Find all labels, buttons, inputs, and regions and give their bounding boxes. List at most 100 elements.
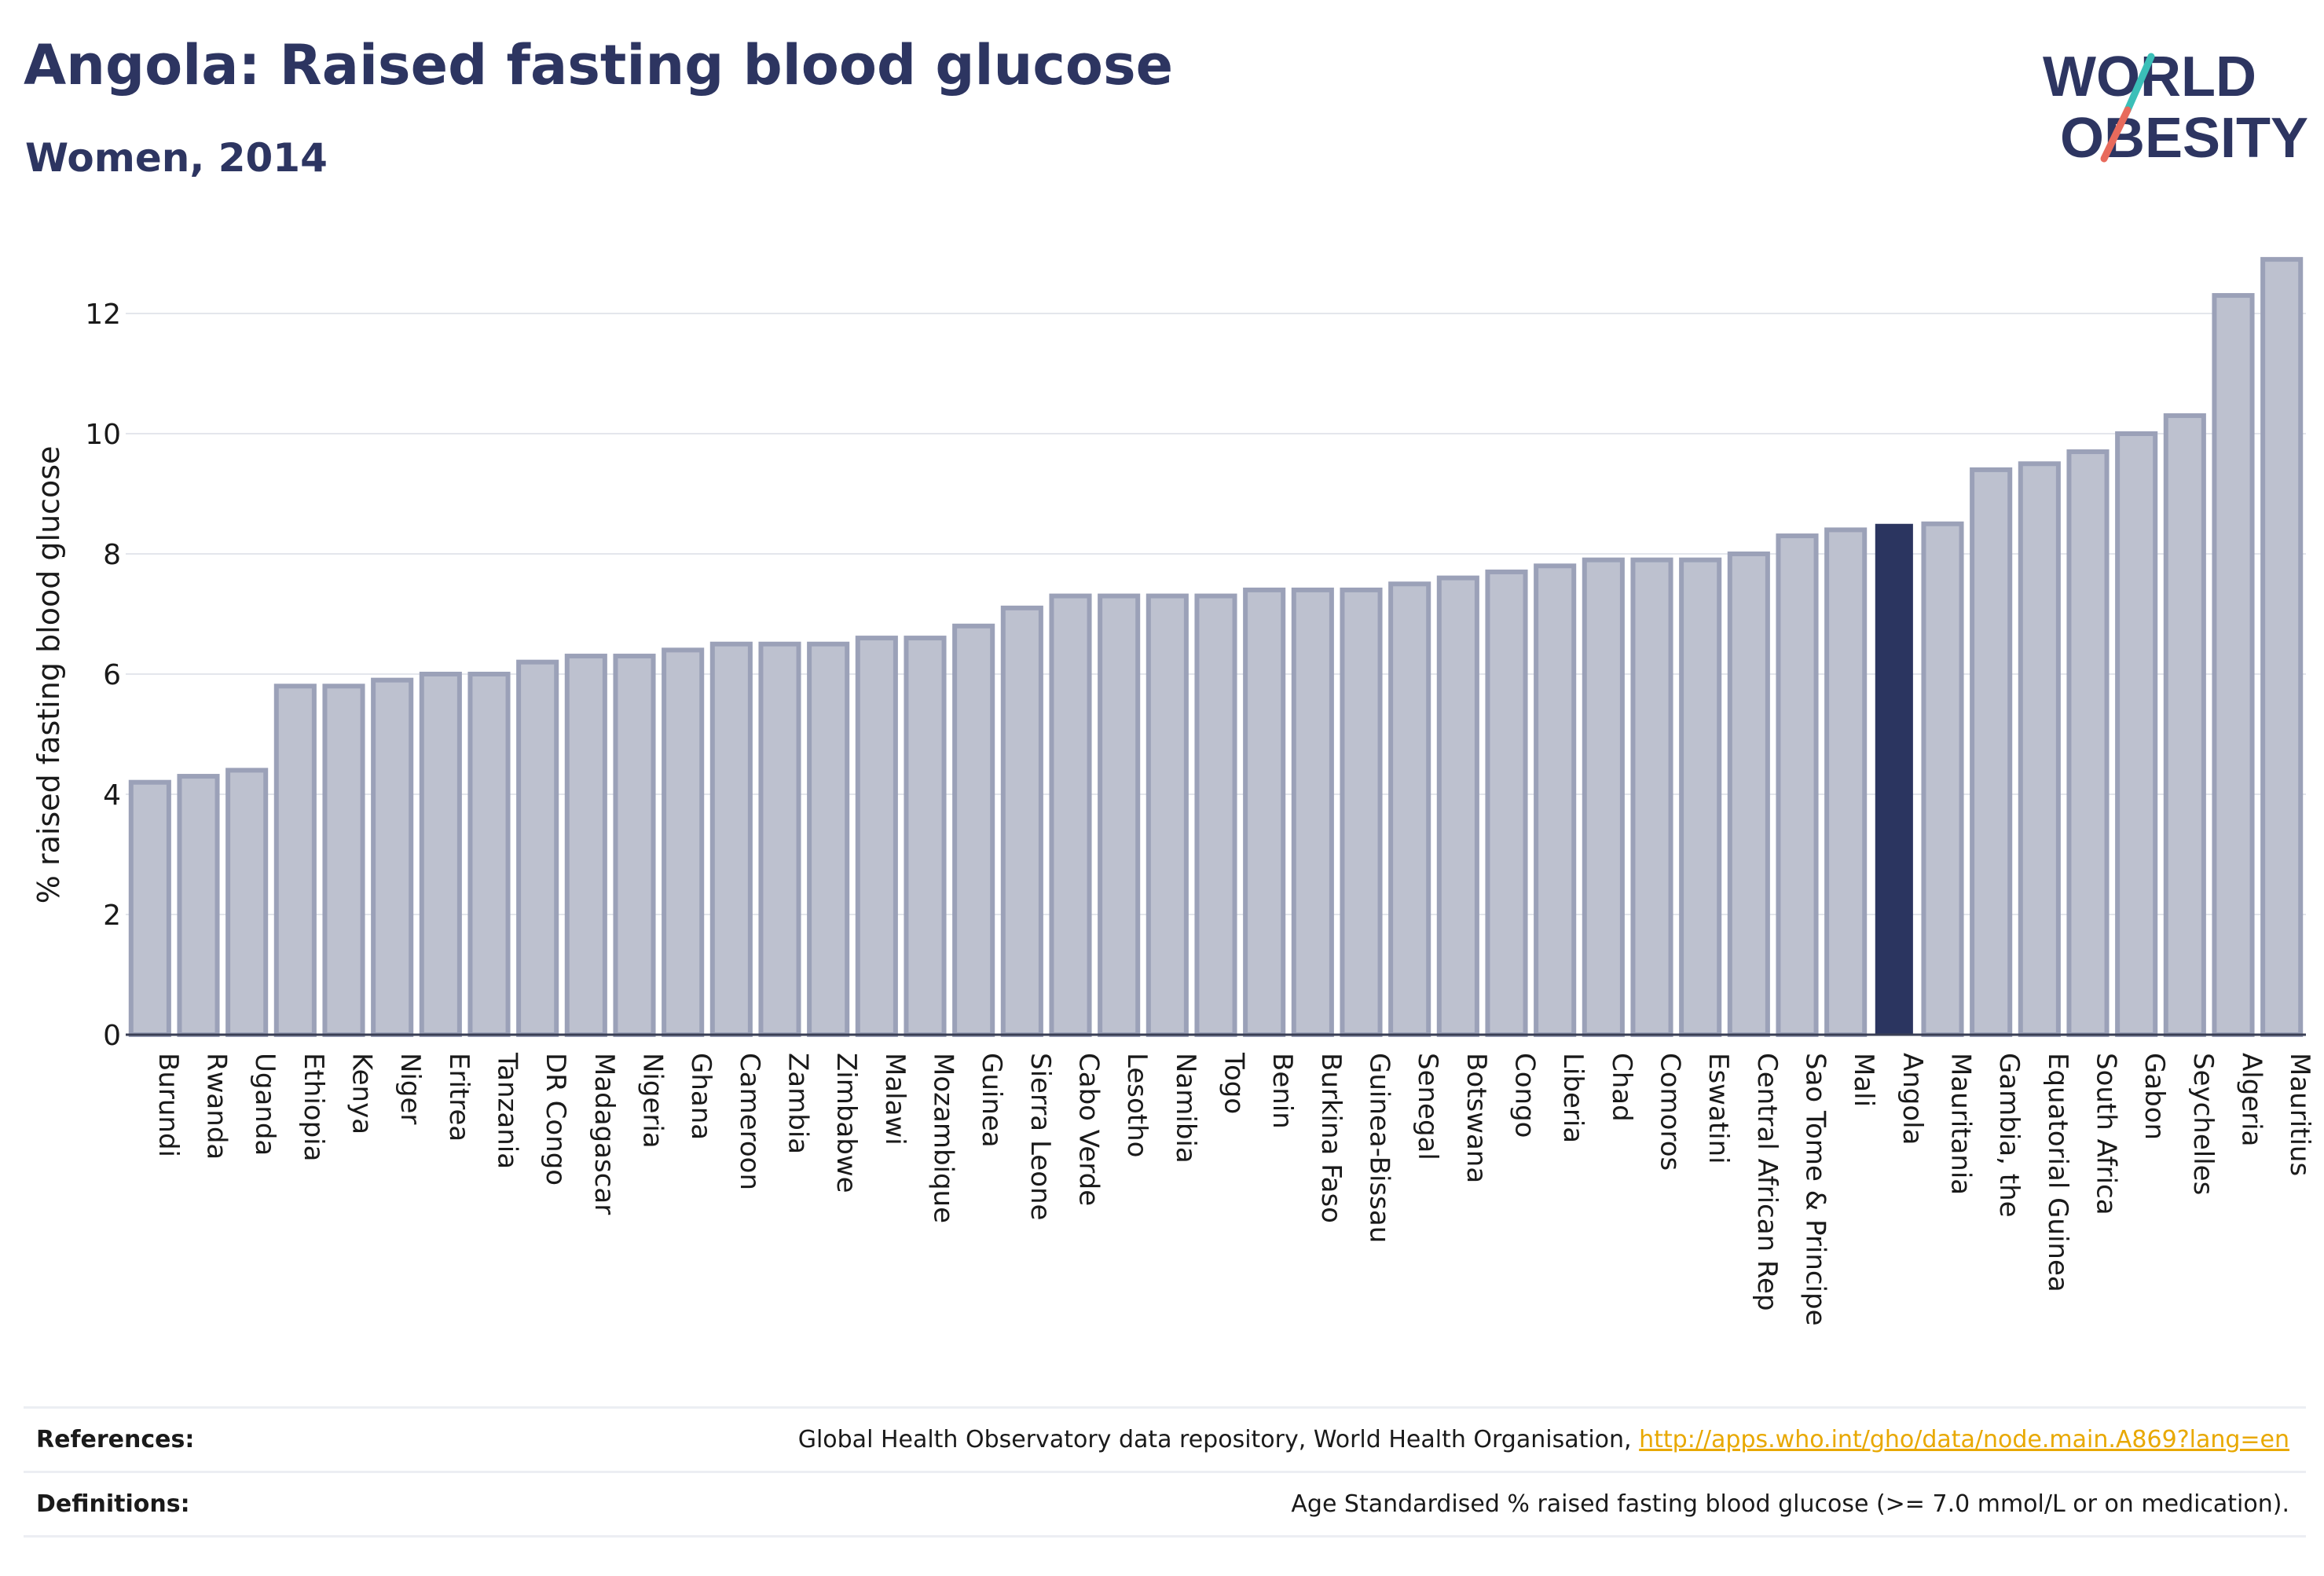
x-tick-label: Burkina Faso bbox=[1315, 1053, 1347, 1223]
bar-senegal bbox=[1388, 581, 1431, 1037]
bar-botswana bbox=[1436, 575, 1479, 1037]
x-tick-label: Guinea bbox=[976, 1053, 1007, 1148]
footer-divider-mid bbox=[24, 1471, 2306, 1473]
bar-kenya bbox=[322, 684, 365, 1037]
y-tick-label: 2 bbox=[103, 900, 121, 932]
x-tick-label: Mauritania bbox=[1945, 1053, 1977, 1195]
x-tick-label: Senegal bbox=[1412, 1053, 1443, 1160]
x-tick-label: Namibia bbox=[1170, 1053, 1201, 1164]
x-tick-label: Eritrea bbox=[443, 1053, 475, 1142]
x-tick-label: Lesotho bbox=[1121, 1053, 1153, 1157]
y-tick-label: 6 bbox=[103, 659, 121, 691]
x-tick-label: Gambia, the bbox=[1993, 1053, 2025, 1218]
bar-sao-tome-principe bbox=[1776, 533, 1819, 1037]
x-tick-label: Benin bbox=[1266, 1053, 1298, 1129]
bar-angola bbox=[1875, 523, 1913, 1035]
x-tick-label: Eswatini bbox=[1703, 1053, 1734, 1164]
x-tick-label: Niger bbox=[394, 1053, 426, 1124]
bar-nigeria bbox=[613, 654, 656, 1037]
bar-benin bbox=[1243, 587, 1286, 1037]
bar-dr-congo bbox=[516, 659, 559, 1037]
bar-zimbabwe bbox=[807, 641, 850, 1037]
x-tick-label: Sao Tome & Principe bbox=[1800, 1053, 1831, 1326]
x-tick-label: Tanzania bbox=[492, 1052, 523, 1169]
bars bbox=[128, 257, 2304, 1038]
y-axis-label: % raised fasting blood glucose bbox=[31, 446, 66, 904]
footer-divider-top bbox=[24, 1406, 2306, 1409]
bar-madagascar bbox=[564, 654, 607, 1037]
bar-eswatini bbox=[1679, 557, 1722, 1037]
bar-chad bbox=[1582, 557, 1625, 1037]
bar-gambia-the bbox=[1970, 467, 2013, 1037]
bar-uganda bbox=[225, 768, 269, 1038]
footer-divider-bottom bbox=[24, 1535, 2306, 1538]
x-tick-label: Algeria bbox=[2236, 1053, 2267, 1146]
x-tick-label: Mali bbox=[1848, 1053, 1879, 1107]
x-tick-label: Zimbabwe bbox=[830, 1053, 862, 1193]
bar-algeria bbox=[2212, 293, 2255, 1037]
y-tick-label: 0 bbox=[103, 1020, 121, 1052]
bar-burkina-faso bbox=[1291, 587, 1334, 1037]
page-title: Angola: Raised fasting blood glucose bbox=[24, 33, 1174, 97]
x-tick-label: Congo bbox=[1509, 1053, 1541, 1138]
x-tick-label: Chad bbox=[1606, 1053, 1637, 1122]
y-axis-ticks: 0 2 4 6 8 10 12 bbox=[85, 299, 121, 1052]
bar-gabon bbox=[2115, 431, 2158, 1037]
x-tick-label: Botswana bbox=[1461, 1053, 1492, 1183]
logo-slash-red bbox=[2100, 106, 2132, 163]
bar-south-africa bbox=[2066, 449, 2110, 1037]
bar-chart: 0 2 4 6 8 10 12 Burundi Rwanda Uganda Ethiopia Ken… bbox=[31, 257, 2315, 1326]
bar-niger bbox=[371, 677, 414, 1038]
bar-mauritius bbox=[2260, 257, 2304, 1037]
x-tick-label: Seychelles bbox=[2187, 1053, 2219, 1195]
x-tick-label: Ethiopia bbox=[298, 1053, 329, 1161]
x-tick-label: Liberia bbox=[1557, 1053, 1589, 1143]
bar-mozambique bbox=[904, 636, 947, 1037]
bar-seychelles bbox=[2163, 413, 2206, 1037]
bar-ethiopia bbox=[273, 684, 317, 1037]
bar-togo bbox=[1194, 593, 1237, 1037]
x-tick-label: Mauritius bbox=[2284, 1053, 2315, 1176]
bar-sierra-leone bbox=[1000, 605, 1043, 1037]
bar-burundi bbox=[128, 779, 171, 1037]
x-tick-label: Madagascar bbox=[588, 1053, 620, 1215]
x-tick-label: Togo bbox=[1219, 1052, 1250, 1114]
bar-namibia bbox=[1146, 593, 1189, 1037]
bar-congo bbox=[1485, 569, 1528, 1037]
x-tick-label: Comoros bbox=[1655, 1053, 1686, 1171]
bar-malawi bbox=[855, 636, 898, 1037]
references-link[interactable]: http://apps.who.int/gho/data/node.main.A… bbox=[1639, 1426, 2289, 1453]
bar-liberia bbox=[1534, 563, 1577, 1037]
x-tick-label: Cameroon bbox=[734, 1053, 765, 1190]
references-label: References: bbox=[36, 1426, 195, 1453]
x-tick-label: Nigeria bbox=[637, 1053, 669, 1149]
y-tick-label: 4 bbox=[103, 779, 121, 812]
x-tick-label: Zambia bbox=[783, 1053, 814, 1154]
logo-slash-teal bbox=[2124, 53, 2155, 114]
bar-cameroon bbox=[709, 641, 753, 1037]
x-tick-label: Kenya bbox=[346, 1053, 378, 1134]
x-tick-label: Gabon bbox=[2139, 1053, 2170, 1140]
x-tick-label: Central African Rep bbox=[1751, 1053, 1783, 1311]
references-text: Global Health Observatory data repositor… bbox=[797, 1426, 1632, 1453]
page-subtitle: Women, 2014 bbox=[25, 135, 328, 181]
definitions-value: Age Standardised % raised fasting blood … bbox=[1291, 1490, 2289, 1518]
bar-cabo-verde bbox=[1049, 593, 1092, 1037]
references-value: Global Health Observatory data repositor… bbox=[798, 1426, 2289, 1453]
bar-zambia bbox=[758, 641, 801, 1037]
bar-comoros bbox=[1630, 557, 1673, 1037]
x-tick-label: South Africa bbox=[2091, 1053, 2122, 1215]
y-tick-label: 8 bbox=[103, 539, 121, 571]
x-tick-label: Guinea-Bissau bbox=[1364, 1053, 1395, 1243]
y-tick-label: 12 bbox=[85, 299, 121, 331]
bar-eritrea bbox=[419, 672, 462, 1037]
bar-tanzania bbox=[467, 672, 511, 1037]
bar-guinea bbox=[952, 623, 995, 1037]
x-tick-label: Mozambique bbox=[928, 1053, 959, 1223]
y-tick-label: 10 bbox=[85, 419, 121, 451]
bar-lesotho bbox=[1098, 593, 1141, 1037]
x-axis-ticks: Burundi Rwanda Uganda Ethiopia Kenya Niger Eri… bbox=[152, 1052, 2315, 1326]
x-tick-label: Equatorial Guinea bbox=[2042, 1053, 2073, 1292]
bar-central-african-rep bbox=[1727, 552, 1770, 1037]
x-tick-label: Malawi bbox=[879, 1053, 911, 1145]
